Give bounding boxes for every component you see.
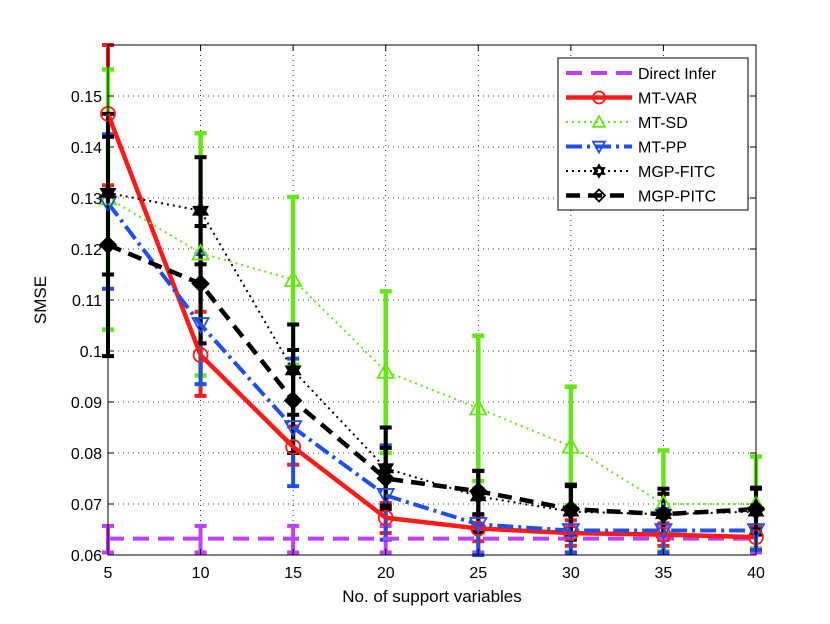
mt-sd-marker <box>283 269 303 287</box>
y-tick-label: 0.15 <box>71 89 102 106</box>
y-axis-label: SMSE <box>31 276 50 324</box>
legend-label-mt-sd: MT-SD <box>638 115 688 132</box>
mgp-fitc-marker <box>192 200 210 221</box>
y-tick-label: 0.1 <box>80 344 102 361</box>
legend-marker-mt-sd <box>591 114 607 128</box>
mt-var-marker <box>655 526 672 543</box>
mt-pp-marker <box>191 317 211 335</box>
mt-var-marker <box>285 438 302 455</box>
y-tick-label: 0.08 <box>71 446 102 463</box>
legend-label-mt-pp: MT-PP <box>638 140 687 157</box>
y-tick-label: 0.09 <box>71 395 102 412</box>
x-tick-label: 10 <box>192 565 210 582</box>
mt-sd-marker <box>376 361 396 379</box>
mgp-fitc-marker <box>284 360 302 381</box>
mt-pp-line <box>106 201 756 533</box>
legend-marker-mt-pp <box>591 140 607 155</box>
x-tick-label: 15 <box>284 565 302 582</box>
mt-var-line <box>105 113 757 540</box>
mt-pp-marker <box>653 523 673 541</box>
y-tick-label: 0.11 <box>72 293 102 310</box>
legend: Direct Infer MT-VAR MT-SD MT-PP MGP-FITC MGP-… <box>557 57 749 211</box>
mt-sd-marker <box>191 243 211 261</box>
mgp-pitc-marker <box>191 274 210 293</box>
x-tick-label: 25 <box>469 565 487 582</box>
axis-ticks <box>107 45 757 556</box>
mgp-pitc-marker <box>376 469 395 488</box>
x-tick-labels: 5 10 15 20 25 30 35 40 <box>104 565 765 582</box>
x-tick-label: 30 <box>562 565 580 582</box>
mt-var-marker <box>377 509 394 526</box>
series-markers <box>98 105 766 546</box>
y-tick-labels: 0.06 0.07 0.08 0.09 0.1 0.11 0.12 0.13 0.14 0.15 <box>71 89 102 565</box>
series-lines <box>105 113 757 541</box>
y-tick-label: 0.07 <box>71 497 102 514</box>
y-tick-label: 0.12 <box>71 242 102 259</box>
legend-marker-mt-var <box>592 90 606 105</box>
mgp-pitc-marker <box>654 504 673 524</box>
mt-var-marker <box>470 520 487 537</box>
mt-var-marker <box>192 347 209 363</box>
y-tick-label: 0.13 <box>71 191 102 208</box>
legend-label-direct-infer: Direct Infer <box>638 66 717 83</box>
x-axis-label: No. of support variables <box>342 587 522 606</box>
mt-sd-marker <box>561 436 581 454</box>
y-tick-label: 0.06 <box>71 548 102 565</box>
mt-pp-marker <box>468 517 488 535</box>
x-tick-label: 40 <box>747 565 765 582</box>
x-tick-label: 20 <box>377 565 395 582</box>
legend-label-mgp-fitc: MGP-FITC <box>638 164 715 181</box>
y-tick-label: 0.14 <box>71 140 102 157</box>
mgp-pitc-marker <box>561 499 581 519</box>
legend-box <box>557 57 749 211</box>
x-tick-label: 5 <box>104 565 113 582</box>
legend-label-mt-var: MT-VAR <box>638 91 697 108</box>
mt-pp-marker <box>376 488 396 506</box>
mt-pp-marker <box>283 420 303 438</box>
mgp-pitc-marker <box>283 391 303 410</box>
mt-sd-marker <box>468 398 488 416</box>
legend-marker-mgp-fitc <box>592 163 606 179</box>
mgp-pitc-marker <box>469 481 488 501</box>
x-tick-label: 35 <box>655 565 673 582</box>
mt-pp-marker <box>561 523 581 541</box>
legend-label-mgp-pitc: MGP-PITC <box>638 189 716 206</box>
legend-marker-mgp-pitc <box>591 188 607 203</box>
mt-sd-line <box>107 197 756 505</box>
